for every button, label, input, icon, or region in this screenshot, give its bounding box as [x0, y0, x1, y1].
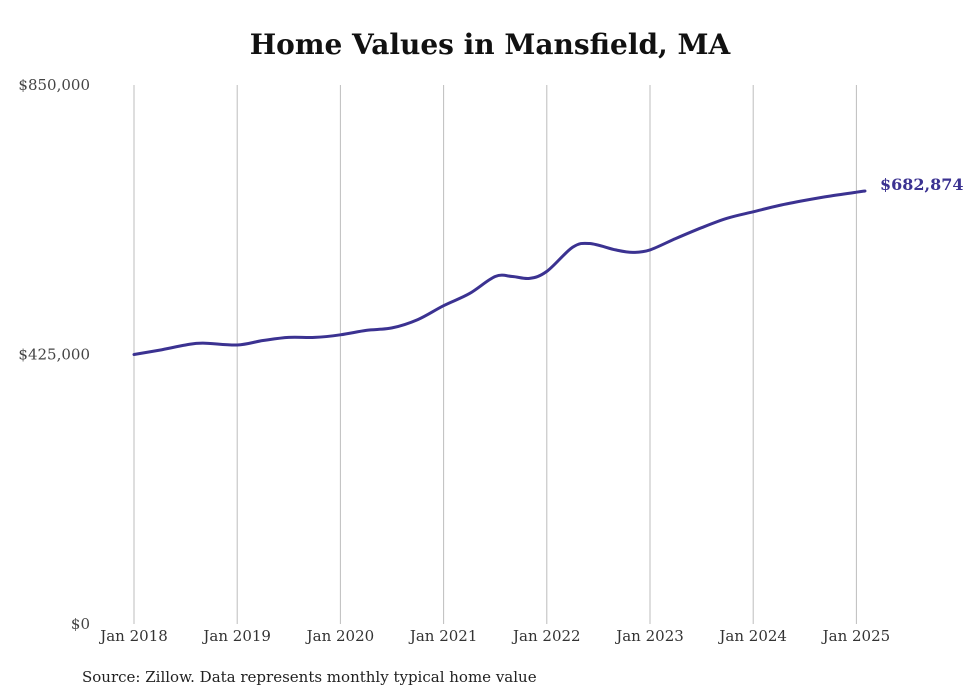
x-tick-label: Jan 2018 [98, 627, 168, 645]
chart-title: Home Values in Mansfield, MA [249, 28, 731, 61]
x-tick-label: Jan 2025 [821, 627, 891, 645]
x-tick-label: Jan 2020 [305, 627, 375, 645]
y-tick-label: $0 [71, 615, 90, 633]
x-tick-label: Jan 2021 [408, 627, 478, 645]
end-value-label: $682,874 [880, 175, 964, 194]
x-tick-label: Jan 2022 [511, 627, 581, 645]
x-tick-label: Jan 2019 [201, 627, 271, 645]
y-tick-label: $850,000 [18, 76, 90, 94]
x-tick-label: Jan 2024 [717, 627, 787, 645]
y-tick-label: $425,000 [18, 346, 90, 364]
source-note: Source: Zillow. Data represents monthly … [82, 668, 537, 686]
home-value-line [132, 189, 867, 356]
x-tick-label: Jan 2023 [614, 627, 684, 645]
